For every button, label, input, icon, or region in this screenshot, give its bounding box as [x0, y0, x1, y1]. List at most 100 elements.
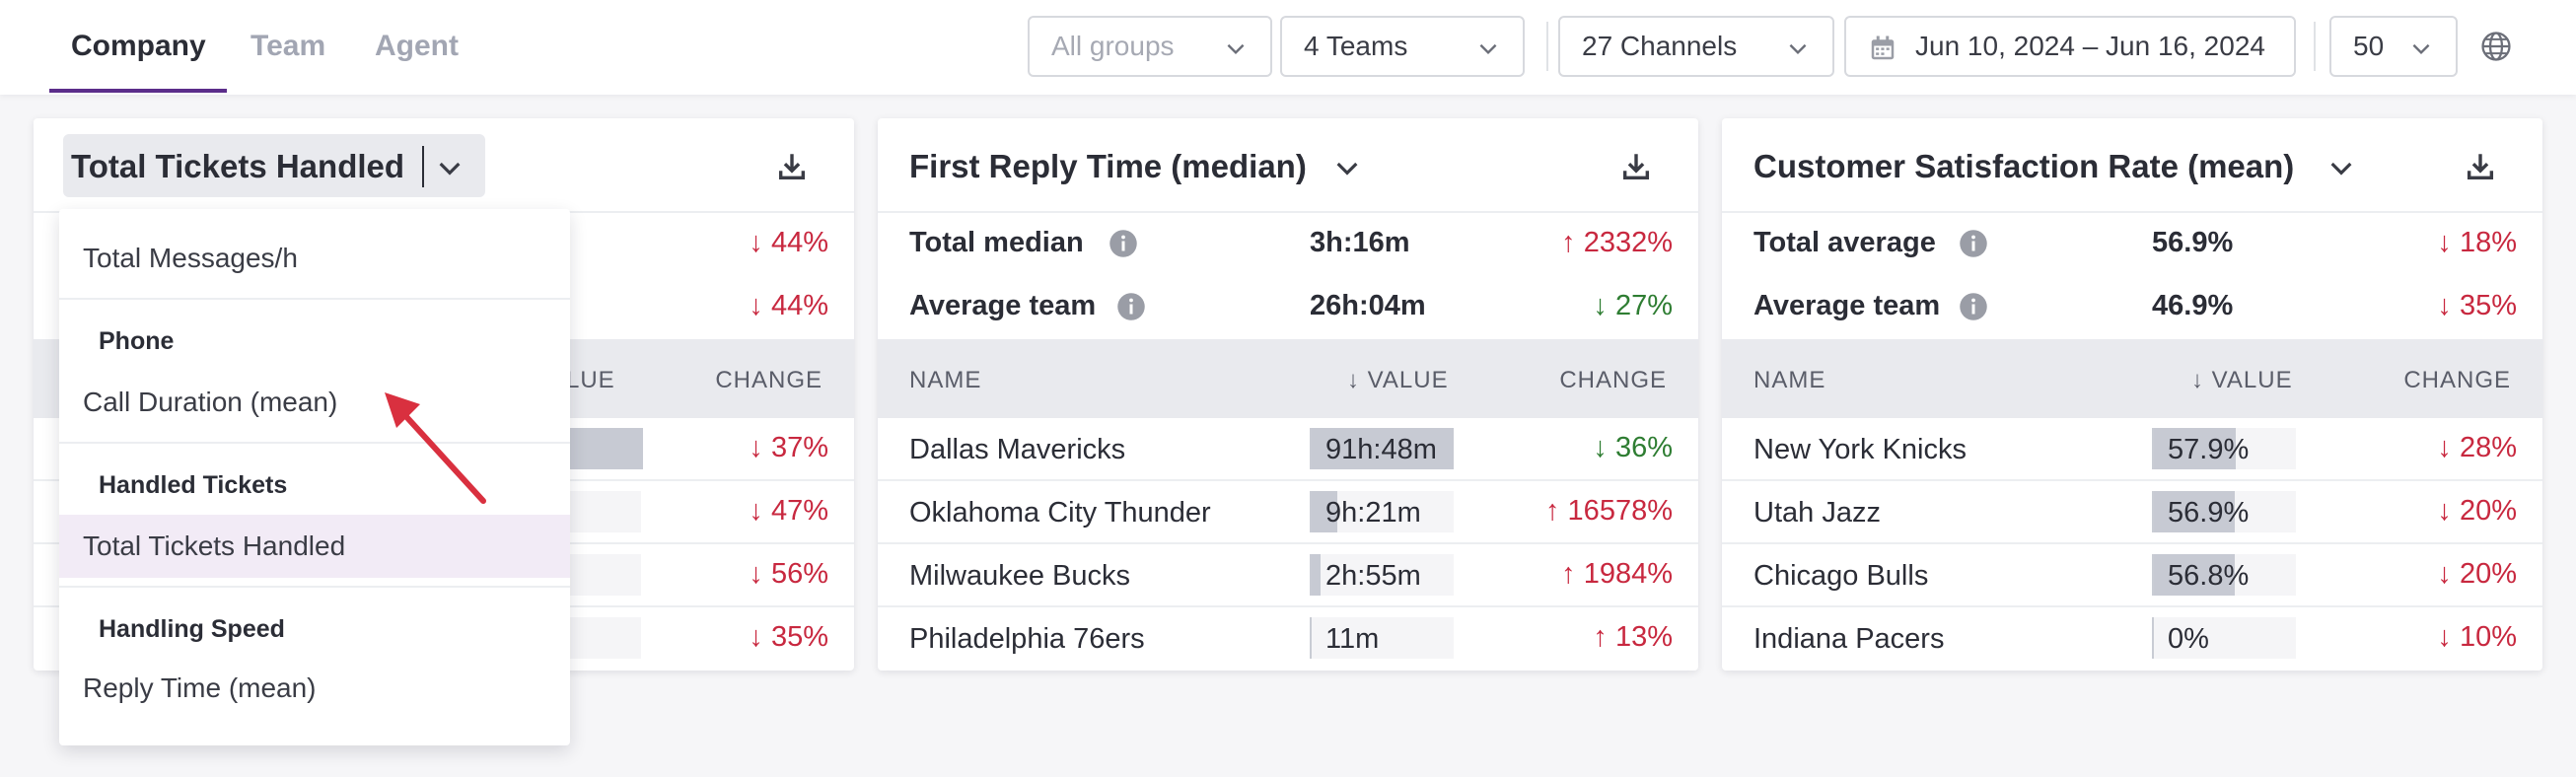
text-cursor: [422, 146, 424, 187]
metric-card-customer-satisfaction: Customer Satisfaction Rate (mean) Total …: [1722, 118, 2542, 671]
metric-card-first-reply-time: First Reply Time (median) Total median 3…: [878, 118, 1698, 671]
divider: [59, 586, 570, 588]
summary-change: ↓ 27%: [1593, 290, 1673, 321]
download-icon[interactable]: [1619, 150, 1653, 183]
summary-row: Average team 46.9% ↓ 35%: [1722, 276, 2542, 337]
divider: [59, 442, 570, 444]
row-name: Milwaukee Bucks: [909, 560, 1131, 592]
metric-title-select[interactable]: [63, 134, 485, 197]
value-bar-fill: [2154, 428, 2236, 469]
value-bar-fill: [1312, 491, 1337, 532]
tab-agent[interactable]: Agent: [375, 30, 459, 62]
row-value: 56.8%: [2168, 560, 2250, 592]
summary-row: ↓ 44%: [34, 213, 854, 274]
column-header-change: CHANGE: [2403, 367, 2511, 393]
info-icon[interactable]: [1116, 292, 1146, 321]
row-name: Oklahoma City Thunder: [909, 497, 1211, 529]
tab-team[interactable]: Team: [250, 30, 326, 62]
dropdown-item-call-duration[interactable]: Call Duration (mean): [83, 387, 338, 417]
row-change: ↓ 47%: [749, 495, 828, 527]
row-value: 57.9%: [2168, 434, 2250, 465]
table-row[interactable]: Utah Jazz 56.9% ↓ 20%: [1722, 481, 2542, 544]
download-icon[interactable]: [775, 150, 809, 183]
metric-dropdown-menu: Total Messages/h Phone Call Duration (me…: [59, 209, 570, 745]
teams-select-value: 4 Teams: [1304, 31, 1408, 61]
summary-label: Total median: [909, 227, 1084, 258]
row-change: ↓ 20%: [2437, 495, 2517, 527]
row-change: ↑ 1984%: [1561, 558, 1673, 590]
download-icon[interactable]: [2464, 150, 2497, 183]
summary-row: ↓ 44%: [34, 276, 854, 337]
table-row[interactable]: Chicago Bulls 56.8% ↓ 20%: [1722, 544, 2542, 607]
value-bar: 9h:21m: [1310, 491, 1454, 532]
column-header-value[interactable]: ↓ VALUE: [2191, 367, 2293, 393]
divider: [59, 298, 570, 300]
dropdown-group-handled-tickets: Handled Tickets: [99, 471, 288, 499]
chevron-down-icon: [2412, 43, 2430, 55]
divider: [2314, 22, 2316, 71]
row-value: 91h:48m: [1325, 434, 1437, 465]
row-change: ↓ 37%: [749, 432, 828, 463]
chevron-down-icon[interactable]: [1331, 152, 1363, 183]
value-bar: 2h:55m: [1310, 554, 1454, 596]
dropdown-item-total-tickets-handled[interactable]: Total Tickets Handled: [59, 515, 570, 578]
chevron-down-icon[interactable]: [2326, 152, 2357, 183]
date-range-picker[interactable]: Jun 10, 2024 – Jun 16, 2024: [1844, 16, 2296, 77]
column-header-value[interactable]: LUE: [566, 367, 615, 393]
summary-change: ↓ 35%: [2437, 290, 2517, 321]
row-name: Chicago Bulls: [1753, 560, 1929, 592]
card-header: First Reply Time (median): [878, 118, 1698, 213]
column-header-change: CHANGE: [1559, 367, 1667, 393]
card-header: Customer Satisfaction Rate (mean): [1722, 118, 2542, 213]
groups-select[interactable]: All groups: [1028, 16, 1272, 77]
row-value: 11m: [1325, 623, 1380, 655]
row-change: ↓ 28%: [2437, 432, 2517, 463]
channels-select-value: 27 Channels: [1582, 31, 1738, 61]
summary-change: ↓ 18%: [2437, 227, 2517, 258]
card-title: Customer Satisfaction Rate (mean): [1753, 148, 2295, 184]
column-header-value[interactable]: ↓ VALUE: [1347, 367, 1449, 393]
table-row[interactable]: Oklahoma City Thunder 9h:21m ↑ 16578%: [878, 481, 1698, 544]
table-row[interactable]: Dallas Mavericks 91h:48m ↓ 36%: [878, 418, 1698, 481]
info-icon[interactable]: [1959, 229, 1988, 258]
value-bar: 56.9%: [2152, 491, 2296, 532]
teams-select[interactable]: 4 Teams: [1280, 16, 1525, 77]
globe-icon[interactable]: [2479, 30, 2513, 63]
summary-label: Average team: [909, 290, 1097, 321]
date-range-value: Jun 10, 2024 – Jun 16, 2024: [1915, 31, 2265, 61]
column-header-name[interactable]: NAME: [1753, 367, 1826, 393]
table-row[interactable]: Philadelphia 76ers 11m ↑ 13%: [878, 607, 1698, 671]
summary-label: Average team: [1753, 290, 1941, 321]
row-name: Indiana Pacers: [1753, 623, 1945, 655]
table-row[interactable]: Milwaukee Bucks 2h:55m ↑ 1984%: [878, 544, 1698, 607]
info-icon[interactable]: [1109, 229, 1138, 258]
value-bar-fill: [2154, 491, 2235, 532]
summary-label: Total average: [1753, 227, 1936, 258]
page-size-value: 50: [2353, 31, 2385, 61]
summary-value: 26h:04m: [1310, 290, 1426, 321]
dropdown-item-reply-time[interactable]: Reply Time (mean): [83, 672, 317, 703]
info-icon[interactable]: [1959, 292, 1988, 321]
dropdown-item-total-messages[interactable]: Total Messages/h: [83, 243, 298, 273]
annotation-arrow: [385, 392, 486, 504]
tab-company[interactable]: Company: [71, 30, 206, 62]
summary-value: 46.9%: [2152, 290, 2234, 321]
page-size-select[interactable]: 50: [2329, 16, 2458, 77]
chevron-down-icon[interactable]: [434, 152, 465, 183]
table-row[interactable]: New York Knicks 57.9% ↓ 28%: [1722, 418, 2542, 481]
active-tab-indicator: [49, 89, 227, 93]
value-bar-fill: [1312, 428, 1454, 469]
chevron-down-icon: [1789, 43, 1807, 55]
column-header-name[interactable]: NAME: [909, 367, 982, 393]
channels-select[interactable]: 27 Channels: [1558, 16, 1834, 77]
chevron-down-icon: [1479, 43, 1497, 55]
summary-row: Total median 3h:16m ↑ 2332%: [878, 213, 1698, 274]
row-value: 0%: [2168, 623, 2209, 655]
chevron-down-icon: [1227, 43, 1245, 55]
value-bar: 57.9%: [2152, 428, 2296, 469]
table-row[interactable]: Indiana Pacers 0% ↓ 10%: [1722, 607, 2542, 671]
row-name: New York Knicks: [1753, 434, 1967, 465]
summary-row: Average team 26h:04m ↓ 27%: [878, 276, 1698, 337]
card-title: First Reply Time (median): [909, 148, 1307, 184]
value-bar-fill: [2154, 554, 2235, 596]
